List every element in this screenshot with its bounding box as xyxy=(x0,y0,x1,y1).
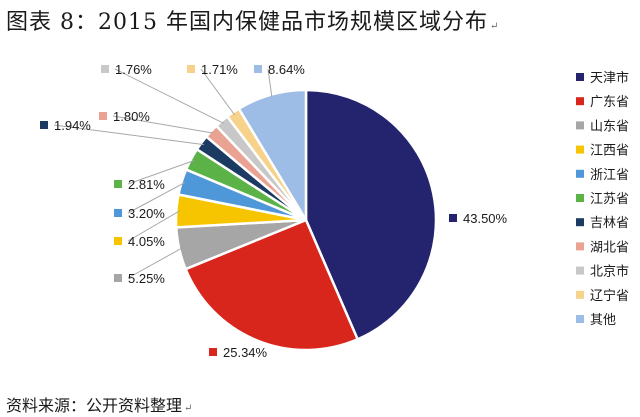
data-label-2: 5.25% xyxy=(128,271,165,286)
legend-label-4: 浙江省 xyxy=(590,168,629,183)
data-label-1: 25.34% xyxy=(223,345,268,360)
data-label-marker-3 xyxy=(114,237,122,245)
legend-swatch-10 xyxy=(576,315,584,323)
data-label-9: 1.71% xyxy=(201,62,238,77)
leader-line-7 xyxy=(112,115,214,134)
legend-label-6: 吉林省 xyxy=(590,216,629,231)
legend-label-0: 天津市 xyxy=(590,70,629,86)
data-label-marker-7 xyxy=(99,112,107,120)
data-label-10: 8.64% xyxy=(268,62,305,77)
data-label-marker-6 xyxy=(40,121,48,129)
source-note: 资料来源：公开资料整理 ↵ xyxy=(6,392,192,416)
leader-line-2 xyxy=(127,247,183,279)
legend-swatch-5 xyxy=(576,194,584,202)
paragraph-mark: ↵ xyxy=(489,21,500,32)
legend-swatch-8 xyxy=(576,266,584,275)
data-label-marker-10 xyxy=(254,65,262,73)
data-label-4: 3.20% xyxy=(128,206,165,221)
data-label-7: 1.80% xyxy=(113,109,150,124)
leader-line-6 xyxy=(53,124,204,146)
legend-label-3: 江西省 xyxy=(590,144,629,159)
legend-label-5: 江苏省 xyxy=(590,191,629,207)
chart-title: 图表 8：2015 年国内保健品市场规模区域分布 ↵ xyxy=(6,4,636,38)
legend-swatch-7 xyxy=(576,242,584,251)
legend-swatch-0 xyxy=(576,73,584,81)
legend-swatch-9 xyxy=(576,290,584,299)
data-labels: 43.50% 25.34% 5.25% 4.05% 3.20% 2.81% 1.94% 1.8… xyxy=(40,62,508,360)
leader-lines xyxy=(53,68,273,279)
legend-label-1: 广东省 xyxy=(590,95,629,110)
leader-line-10 xyxy=(267,68,273,98)
legend-label-8: 北京市 xyxy=(590,264,629,280)
leader-line-4 xyxy=(127,182,185,214)
data-label-0: 43.50% xyxy=(463,211,508,226)
data-label-6: 1.94% xyxy=(54,118,91,133)
data-label-marker-5 xyxy=(114,180,122,188)
data-label-3: 4.05% xyxy=(128,234,165,249)
data-label-5: 2.81% xyxy=(128,177,165,192)
legend-label-7: 湖北省 xyxy=(590,240,629,255)
data-label-marker-2 xyxy=(114,274,122,282)
legend-label-10: 其他 xyxy=(590,313,616,328)
source-note-text: 资料来源：公开资料整理 xyxy=(6,396,183,415)
leader-line-9 xyxy=(200,68,236,116)
leader-line-3 xyxy=(127,210,180,242)
legend-label-9: 辽宁省 xyxy=(590,288,629,304)
leader-line-5 xyxy=(127,160,194,185)
data-label-marker-1 xyxy=(209,348,217,356)
legend-swatch-3 xyxy=(576,145,584,154)
data-label-8: 1.76% xyxy=(115,62,152,77)
leader-line-8 xyxy=(114,68,224,124)
pie-slice-0 xyxy=(304,88,438,341)
chart-title-text: 图表 8：2015 年国内保健品市场规模区域分布 xyxy=(6,10,488,35)
legend-swatch-1 xyxy=(576,97,584,106)
data-label-marker-8 xyxy=(101,65,109,73)
data-label-marker-9 xyxy=(187,65,195,73)
data-label-marker-0 xyxy=(449,214,457,222)
legend-swatch-4 xyxy=(576,169,584,178)
data-label-marker-4 xyxy=(114,209,122,217)
paragraph-mark: ↵ xyxy=(184,403,193,414)
legend-swatch-2 xyxy=(576,121,584,130)
pie-slices xyxy=(174,88,438,352)
legend-swatch-6 xyxy=(576,218,584,227)
legend-label-2: 山东省 xyxy=(590,119,629,134)
